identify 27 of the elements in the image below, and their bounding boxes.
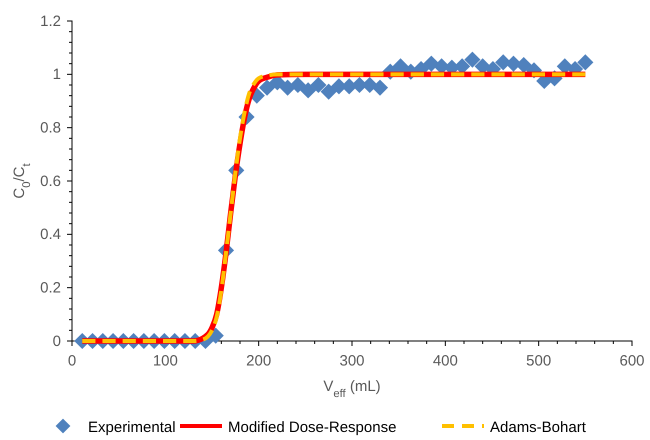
y-tick-label: 0 [52,332,61,350]
point [310,76,326,94]
x-tick-label: 100 [152,352,178,370]
point [300,82,316,98]
legend-label: Experimental [88,419,176,436]
y-tick-label: 0.8 [40,119,61,136]
legend-label: Adams-Bohart [490,419,587,436]
y-tick-label: 1 [52,66,61,84]
x-tick-label: 300 [339,352,365,370]
legend-label: Modified Dose-Response [228,419,396,436]
point [259,80,276,96]
point [320,84,337,100]
x-tick-label: 0 [68,352,76,370]
x-tick-label: 500 [526,352,552,370]
x-tick-label: 200 [246,352,272,370]
point [516,56,532,74]
y-tick-label: 1.2 [40,12,61,30]
x-tick-label: 600 [619,352,645,370]
x-axis-title: V$_{eff}$ (mL) [323,378,381,400]
y-tick-label: 0.4 [40,226,61,244]
y-tick-label: 0.2 [40,279,61,296]
point [577,54,594,70]
point [464,52,480,68]
x-tick-label: 400 [432,352,458,370]
point [290,76,306,94]
point [372,80,388,96]
y-tick-label: 0.6 [40,172,61,190]
